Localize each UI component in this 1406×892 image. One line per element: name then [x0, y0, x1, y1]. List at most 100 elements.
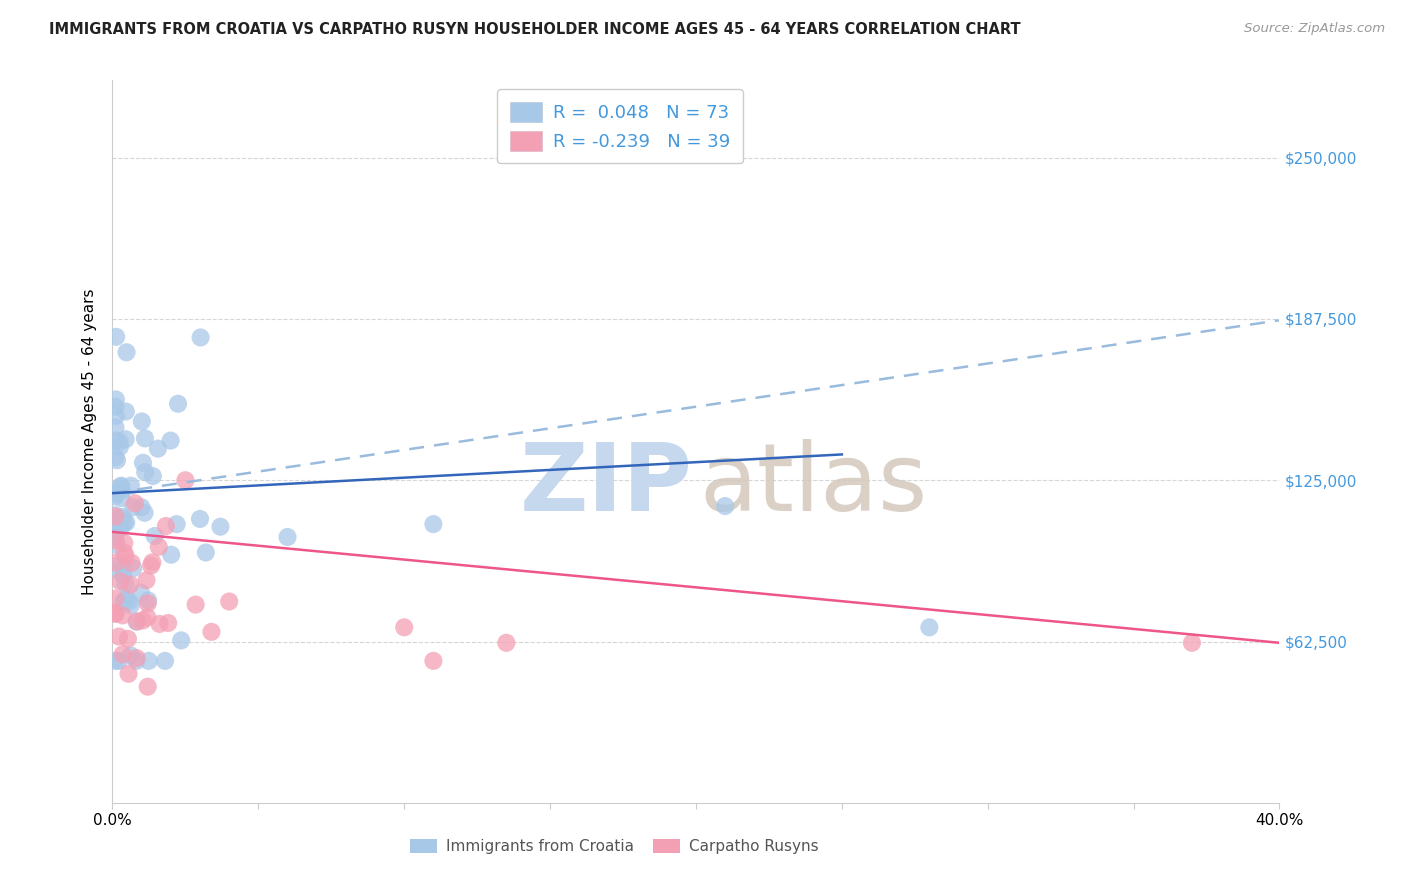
Point [112, 568, 135, 582]
Point [422, 654, 444, 668]
Point [104, 409, 127, 423]
Point [918, 620, 941, 634]
Point [209, 519, 232, 533]
Point [115, 345, 138, 359]
Point [125, 654, 148, 668]
Point [136, 610, 159, 624]
Text: atlas: atlas [699, 439, 928, 531]
Point [190, 330, 212, 344]
Point [120, 478, 142, 492]
Point [104, 509, 127, 524]
Point [153, 654, 176, 668]
Point [134, 506, 156, 520]
Point [148, 616, 170, 631]
Point [157, 615, 180, 630]
Point [108, 519, 131, 533]
Point [104, 400, 127, 414]
Point [111, 510, 134, 524]
Point [142, 469, 165, 483]
Text: ZIP: ZIP [520, 439, 693, 531]
Point [112, 562, 135, 576]
Point [136, 593, 159, 607]
Point [117, 666, 139, 681]
Point [114, 549, 136, 564]
Point [714, 499, 737, 513]
Point [105, 434, 128, 448]
Point [104, 556, 127, 570]
Point [104, 533, 127, 548]
Point [218, 594, 240, 608]
Point [105, 538, 128, 552]
Point [134, 431, 156, 445]
Point [110, 520, 132, 534]
Point [495, 636, 517, 650]
Point [104, 531, 127, 545]
Point [134, 465, 156, 479]
Point [108, 654, 131, 668]
Point [104, 487, 127, 501]
Point [120, 577, 142, 591]
Point [108, 511, 131, 525]
Point [143, 529, 166, 543]
Point [139, 558, 162, 573]
Point [105, 453, 128, 467]
Point [121, 556, 143, 570]
Point [124, 496, 146, 510]
Point [115, 591, 138, 606]
Legend: Immigrants from Croatia, Carpatho Rusyns: Immigrants from Croatia, Carpatho Rusyns [404, 832, 825, 860]
Point [117, 632, 139, 646]
Point [148, 540, 170, 554]
Point [108, 440, 131, 454]
Point [160, 548, 183, 562]
Point [141, 555, 163, 569]
Point [104, 450, 127, 464]
Point [104, 490, 127, 504]
Point [104, 524, 127, 538]
Point [120, 598, 142, 612]
Text: IMMIGRANTS FROM CROATIA VS CARPATHO RUSYN HOUSEHOLDER INCOME AGES 45 - 64 YEARS : IMMIGRANTS FROM CROATIA VS CARPATHO RUSY… [49, 22, 1021, 37]
Point [104, 392, 127, 407]
Point [276, 530, 298, 544]
Point [122, 561, 145, 575]
Point [110, 480, 132, 494]
Point [104, 607, 127, 621]
Point [114, 594, 136, 608]
Point [104, 591, 127, 606]
Point [108, 564, 131, 578]
Point [125, 651, 148, 665]
Point [125, 615, 148, 629]
Point [174, 473, 197, 487]
Point [105, 330, 128, 344]
Point [122, 500, 145, 515]
Point [200, 624, 222, 639]
Point [138, 654, 160, 668]
Point [132, 614, 155, 628]
Point [110, 478, 132, 492]
Point [167, 397, 190, 411]
Point [159, 434, 181, 448]
Point [132, 456, 155, 470]
Point [422, 517, 444, 532]
Point [114, 404, 136, 418]
Point [184, 598, 207, 612]
Point [194, 545, 217, 559]
Point [394, 620, 416, 634]
Point [104, 606, 127, 620]
Point [110, 557, 132, 571]
Point [112, 536, 135, 550]
Point [1181, 636, 1204, 650]
Point [111, 608, 134, 623]
Point [111, 483, 134, 498]
Point [155, 519, 177, 533]
Text: Source: ZipAtlas.com: Source: ZipAtlas.com [1244, 22, 1385, 36]
Point [108, 630, 131, 644]
Point [108, 434, 131, 449]
Point [111, 648, 134, 662]
Point [114, 546, 136, 560]
Point [111, 491, 134, 505]
Point [112, 516, 135, 530]
Point [166, 517, 188, 532]
Point [120, 648, 142, 663]
Point [135, 573, 157, 587]
Point [118, 594, 141, 608]
